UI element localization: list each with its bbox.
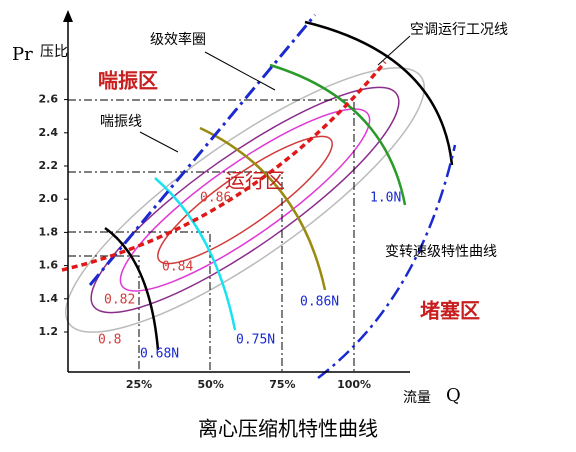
efficiency-circles xyxy=(65,67,425,333)
x-tick-label: 75% xyxy=(269,378,295,391)
x-tick-label: 50% xyxy=(198,378,224,391)
x-label: 流量 xyxy=(403,390,431,406)
pointer xyxy=(377,35,411,66)
y-tick-label: 2.6 xyxy=(39,93,59,106)
surge-line xyxy=(88,14,317,286)
pointer xyxy=(139,131,179,153)
speed-label: 1.0N xyxy=(370,191,401,206)
speed-label: 0.75N xyxy=(236,333,275,348)
y-tick-label: 2.2 xyxy=(39,159,59,172)
y-label-en: Pr xyxy=(12,44,33,65)
x-tick-label: 100% xyxy=(337,378,371,391)
axes xyxy=(67,15,410,373)
pointer xyxy=(204,51,276,91)
y-tick-label: 1.8 xyxy=(39,225,59,238)
y-tick-label: 1.6 xyxy=(39,259,59,272)
y-tick-label: 1.2 xyxy=(39,325,59,338)
annotation: 级效率圈 xyxy=(150,31,206,48)
x-tick-label: 25% xyxy=(126,378,152,391)
region-label: 运行区 xyxy=(225,169,285,193)
efficiency-label: 0.8 xyxy=(98,333,121,348)
efficiency-label: 0.82 xyxy=(104,293,135,308)
x-label-en: Q xyxy=(446,385,461,406)
title: 离心压缩机特性曲线 xyxy=(198,417,378,441)
y-tick-label: 1.4 xyxy=(39,292,59,305)
y-arrow xyxy=(63,10,73,22)
efficiency-label: 0.86 xyxy=(200,191,231,206)
operating-line xyxy=(61,60,387,272)
y-label: 压比 xyxy=(40,44,68,60)
speed-label: 0.86N xyxy=(300,295,339,310)
guide-lines xyxy=(68,99,355,372)
region-label: 堵塞区 xyxy=(420,299,480,323)
y-tick-label: 2.4 xyxy=(39,126,59,139)
annotation: 变转速级特性曲线 xyxy=(385,244,497,260)
region-label: 喘振区 xyxy=(98,69,158,93)
annotation: 空调运行工况线 xyxy=(410,22,508,38)
y-tick-label: 2.0 xyxy=(39,192,59,205)
efficiency-label: 0.84 xyxy=(162,260,193,275)
choke-line xyxy=(317,144,457,379)
annotation: 喘振线 xyxy=(100,113,142,130)
speed-curves xyxy=(104,20,454,351)
speed-label: 0.68N xyxy=(140,347,179,362)
